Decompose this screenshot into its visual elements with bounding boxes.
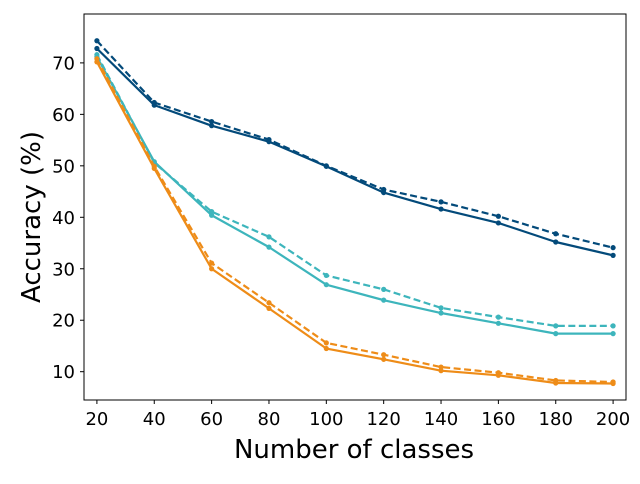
x-tick-label: 60	[200, 409, 223, 430]
data-point	[438, 206, 444, 212]
x-tick-label: 80	[258, 409, 281, 430]
data-point	[495, 220, 501, 226]
x-tick-label: 180	[539, 409, 573, 430]
data-point	[610, 252, 616, 258]
data-point	[151, 163, 157, 169]
y-tick-label: 70	[52, 53, 75, 74]
x-tick-label: 100	[309, 409, 343, 430]
y-tick-label: 50	[52, 156, 75, 177]
data-point	[381, 297, 387, 303]
series-line-6	[95, 58, 614, 384]
x-tick-label: 200	[596, 409, 630, 430]
data-point	[381, 356, 387, 362]
data-point	[266, 136, 272, 143]
data-point	[209, 123, 215, 129]
data-point	[438, 364, 444, 370]
data-point	[495, 320, 501, 326]
x-axis-label: Number of classes	[234, 435, 474, 465]
data-point	[553, 239, 559, 245]
data-point	[381, 352, 387, 358]
data-point	[610, 323, 616, 329]
data-point	[381, 286, 387, 292]
x-tick-label: 120	[366, 409, 400, 430]
y-tick-label: 30	[52, 259, 75, 280]
data-point	[266, 234, 272, 240]
series-line-3	[95, 56, 614, 335]
data-point	[209, 118, 215, 125]
data-point	[94, 56, 100, 62]
y-tick-label: 10	[52, 362, 75, 383]
data-point	[323, 272, 329, 279]
x-tick-label: 20	[85, 409, 108, 430]
data-point	[209, 209, 215, 215]
y-tick-label: 60	[52, 105, 75, 126]
y-tick-label: 40	[52, 208, 75, 229]
x-tick-label: 160	[481, 409, 515, 430]
data-point	[323, 282, 329, 288]
data-point	[323, 340, 329, 346]
series-lines	[94, 38, 616, 387]
data-point	[209, 260, 215, 266]
data-point	[495, 314, 501, 320]
axes: 20 40 60 80 100 120 140 160 180 200 10 20 30 40 50 60 70	[52, 13, 630, 430]
data-point	[438, 305, 444, 311]
data-point	[438, 199, 444, 205]
series-line-1	[96, 47, 614, 257]
data-point	[94, 52, 100, 58]
series-line-4	[95, 54, 614, 327]
series-line-2	[96, 40, 614, 249]
y-axis-label: Accuracy (%)	[17, 131, 47, 303]
data-point	[553, 323, 559, 329]
data-point	[209, 212, 215, 218]
data-point	[94, 38, 100, 44]
data-point	[438, 368, 444, 374]
data-point	[94, 45, 100, 52]
data-point	[209, 266, 215, 272]
series-line-5	[95, 61, 614, 385]
plot-frame	[83, 13, 627, 401]
data-point	[495, 370, 501, 376]
data-point	[610, 379, 616, 385]
data-point	[266, 305, 272, 311]
data-point	[323, 345, 329, 352]
x-tick-label: 140	[424, 409, 458, 430]
data-point	[381, 186, 387, 193]
y-tick-label: 20	[52, 311, 75, 332]
data-point	[495, 213, 501, 219]
data-point	[266, 300, 272, 306]
data-point	[553, 377, 559, 384]
data-point	[438, 310, 444, 316]
data-point	[553, 331, 559, 337]
data-point	[553, 231, 559, 237]
data-point	[610, 331, 616, 337]
data-point	[610, 245, 616, 251]
x-tick-label: 40	[143, 409, 166, 430]
data-point	[151, 99, 157, 106]
data-point	[323, 163, 329, 169]
data-point	[266, 244, 272, 250]
